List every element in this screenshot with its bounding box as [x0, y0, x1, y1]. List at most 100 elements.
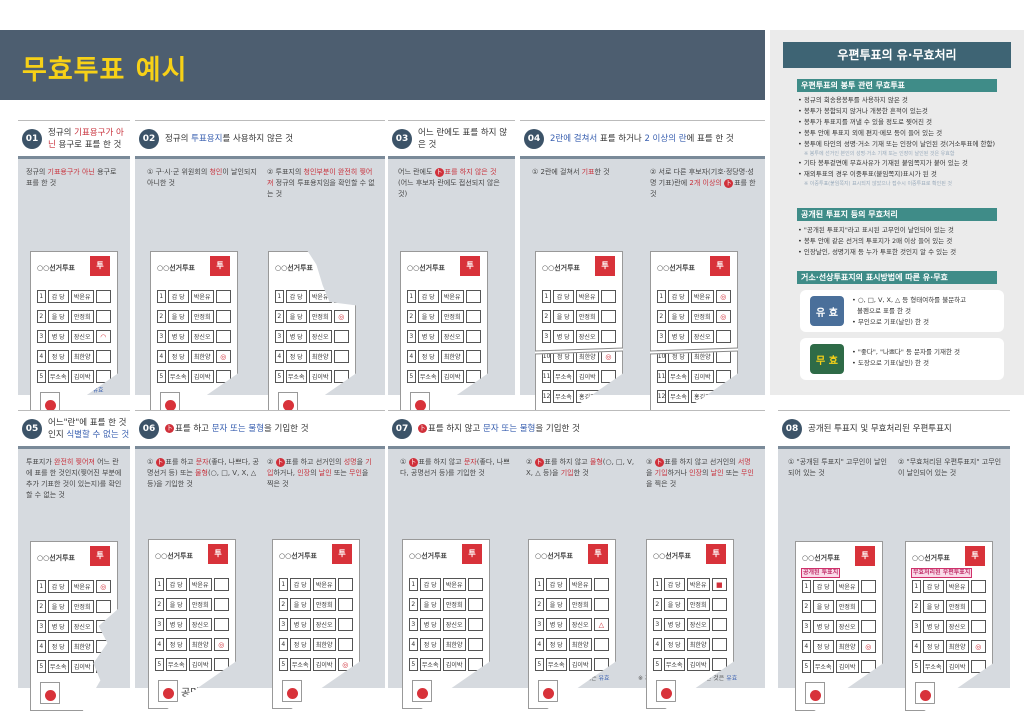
text-segment: 기입	[560, 469, 574, 477]
vote-box: ◎	[970, 640, 986, 653]
rubber-stamp-overlay: 무효처리된 우편투표지	[911, 568, 973, 578]
vote-box	[600, 390, 616, 403]
candidate-name: 박윤유	[70, 290, 94, 303]
official-seal-icon: 투	[332, 544, 352, 564]
text-segment: (좋다, 나쁘다, 공명선거 등)를 기입한 것	[400, 458, 510, 477]
stamp-mark-icon: 卜	[534, 457, 544, 467]
text-segment: 기입	[267, 458, 372, 477]
official-seal-icon: 투	[90, 546, 110, 566]
section-body: 정규의 기표용구가 아닌 용구로 표를 한 것※ 거소투표의 경우에는 유효○○…	[18, 156, 130, 421]
ballot-title: ○○선거투표	[535, 552, 573, 560]
candidate-row: 5 무소속 김이박	[155, 658, 229, 671]
candidate-party: 갑 당	[167, 290, 189, 303]
header-bar: 무효투표 예시	[0, 30, 765, 100]
text-segment: 한 것	[573, 469, 589, 477]
candidate-party: 무소속	[553, 390, 574, 403]
panel-title: 우편투표의 유·무효처리	[783, 42, 1011, 68]
candidate-number: 2	[912, 600, 921, 613]
text-segment: 2 이상의 란	[644, 133, 687, 144]
vote-box: △	[593, 618, 609, 631]
vote-box	[95, 620, 111, 633]
candidate-row: 12 무소속 홍길정	[542, 390, 616, 403]
text-segment: 기표용구가 아닌	[48, 127, 124, 150]
official-seal-icon: 투	[965, 546, 985, 566]
postal-vote-panel: 우편투표의 유·무효처리 우편투표의 봉투 관련 무효투표 • 정규의 회송용봉…	[770, 30, 1024, 395]
candidate-name: 홍길정	[690, 390, 714, 403]
candidate-row: 11 무소속 김이박	[542, 370, 616, 383]
vote-box	[333, 370, 349, 383]
candidate-name: 장신오	[70, 330, 94, 343]
candidate-party: 을 당	[545, 598, 567, 611]
section-number: 05	[22, 418, 42, 439]
candidate-party: 무소속	[47, 660, 69, 673]
candidate-number: 4	[653, 638, 662, 651]
section-number: 03	[392, 128, 412, 149]
candidate-number: 3	[657, 330, 666, 343]
candidate-number: 11	[657, 370, 666, 383]
candidate-party: 병 당	[812, 620, 834, 633]
official-seal-icon: 투	[210, 256, 230, 276]
text-segment: 을 찍은 것	[646, 480, 677, 488]
text-segment: 을	[356, 458, 366, 466]
candidate-number: 5	[279, 658, 288, 671]
handwritten-text: 공명선거	[181, 688, 218, 699]
candidate-party: 병 당	[165, 618, 187, 631]
list-item: • 봉투가 봉함되지 않거나 개봉한 흔적이 있는것	[798, 107, 928, 115]
text-segment: 무인	[740, 469, 754, 477]
candidate-party: 정 당	[47, 640, 69, 653]
text-segment: 표를 한 것	[650, 179, 756, 198]
candidate-number: 5	[407, 370, 416, 383]
vote-box	[467, 638, 483, 651]
candidate-party: 정 당	[663, 638, 685, 651]
section-header: 06 卜 표를 하고 문자 또는 물형을 기입한 것	[135, 410, 385, 446]
text-segment: 날인	[318, 469, 332, 477]
candidate-party: 무소속	[167, 370, 189, 383]
text-segment: 표를 하지 않고	[418, 458, 464, 466]
candidate-number: 1	[802, 580, 811, 593]
candidate-row: 5 무소속 김이박	[912, 660, 986, 673]
candidate-number: 4	[407, 350, 416, 363]
text-segment: 용구로 표를 한 것	[55, 139, 122, 150]
envelope-heading: 우편투표의 봉투 관련 무효투표	[797, 79, 997, 92]
candidate-number: 4	[37, 640, 46, 653]
candidate-party: 무소속	[668, 370, 689, 383]
candidate-party: 을 당	[667, 310, 689, 323]
ballot-title: ○○선거투표	[279, 552, 317, 560]
case-description: 정규의 기표용구가 아닌 용구로 표를 한 것	[26, 167, 122, 189]
page-title: 무효투표 예시	[22, 55, 188, 86]
candidate-name: 안정희	[575, 310, 599, 323]
vote-box: ■	[711, 578, 727, 591]
candidate-number: 2	[407, 310, 416, 323]
public-list: • "공개된 투표지"라고 표시된 고무인이 날인되어 있는 것 • 봉투 안에…	[798, 225, 956, 258]
text-segment: 서명	[737, 458, 751, 466]
ballot-title: ○○선거투표	[407, 264, 445, 272]
vote-box	[711, 658, 727, 671]
list-item: • "공개된 투표지"라고 표시된 고무인이 날인되어 있는 것	[798, 226, 954, 234]
vote-box	[215, 330, 231, 343]
section-title: 정규의 투표용지를 사용하지 않은 것	[165, 133, 293, 145]
text-segment: 표를 하지 않고	[428, 423, 484, 434]
vote-box	[95, 600, 111, 613]
text-segment: 청인	[209, 168, 223, 176]
ballot-paper: ○○선거투표 투 1 갑 당 박윤유 2 을 당 안정희 3 병 당 장신오 4 정 당 최한양 ◎ 5 무소속…	[148, 539, 236, 709]
candidate-party: 갑 당	[285, 290, 307, 303]
candidate-party: 병 당	[289, 618, 311, 631]
vote-box	[970, 620, 986, 633]
vote-box	[593, 658, 609, 671]
vote-box	[860, 600, 876, 613]
candidate-name: 최한양	[686, 638, 710, 651]
vote-box	[860, 580, 876, 593]
text-segment: 날인	[710, 469, 724, 477]
manager-seal-icon	[40, 682, 60, 704]
